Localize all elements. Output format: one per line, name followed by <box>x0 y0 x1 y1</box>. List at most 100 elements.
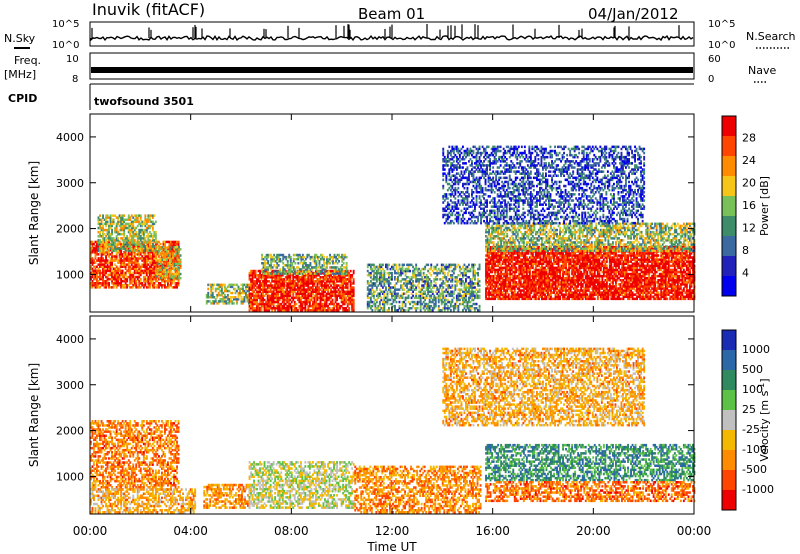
heatmap-cell <box>407 294 410 298</box>
heatmap-cell <box>127 249 130 252</box>
heatmap-cell <box>269 274 272 277</box>
heatmap-cell <box>323 264 325 267</box>
heatmap-cell <box>289 264 292 267</box>
heatmap-cell <box>100 218 103 221</box>
heatmap-cell <box>150 275 153 279</box>
heatmap-cell <box>159 242 162 246</box>
heatmap-cell <box>330 292 332 295</box>
heatmap-cell <box>401 267 404 271</box>
heatmap-cell <box>424 304 427 308</box>
heatmap-cell <box>336 309 338 312</box>
heatmap-cell <box>97 257 100 260</box>
heatmap-cell <box>130 277 133 281</box>
heatmap-cell <box>251 292 254 295</box>
heatmap-cell <box>274 255 277 259</box>
heatmap-cell <box>341 253 344 257</box>
heatmap-cell <box>281 288 284 291</box>
heatmap-cell <box>103 279 106 283</box>
heatmap-cell <box>150 241 153 244</box>
heatmap-cell <box>211 285 214 289</box>
heatmap-cell <box>369 284 372 287</box>
heatmap-cell <box>150 255 153 258</box>
heatmap-cell <box>378 278 381 281</box>
heatmap-cell <box>345 272 348 275</box>
heatmap-cell <box>136 277 139 281</box>
heatmap-cell <box>335 260 337 263</box>
heatmap-cell <box>220 287 223 291</box>
heatmap-cell <box>260 288 263 291</box>
freq-tick-top: 10 <box>66 54 79 65</box>
heatmap-cell <box>419 288 422 291</box>
heatmap-cell <box>161 270 164 274</box>
heatmap-cell <box>102 244 104 248</box>
heatmap-cell <box>248 283 250 287</box>
heatmap-cell <box>337 302 340 306</box>
heatmap-cell <box>102 263 104 266</box>
heatmap-cell <box>351 286 354 289</box>
heatmap-cell <box>280 302 283 306</box>
heatmap-cell <box>427 269 430 273</box>
heatmap-cell <box>262 270 265 273</box>
heatmap-cell <box>342 272 345 275</box>
heatmap-cell <box>427 288 430 291</box>
heatmap-cell <box>378 309 381 312</box>
heatmap-cell <box>210 287 213 291</box>
heatmap-cell <box>392 286 395 289</box>
heatmap-cell <box>351 292 354 295</box>
heatmap-cell <box>349 292 352 295</box>
heatmap-cell <box>284 302 287 306</box>
heatmap-cell <box>419 271 422 275</box>
heatmap-cell <box>315 262 318 265</box>
heatmap-cell <box>139 249 142 252</box>
heatmap-cell <box>108 282 110 285</box>
heatmap-cell <box>349 274 352 277</box>
heatmap-cell <box>145 277 148 281</box>
heatmap-cell <box>164 248 167 251</box>
heatmap-cell <box>117 220 120 224</box>
heatmap-cell <box>251 294 254 298</box>
heatmap-cell <box>126 247 129 250</box>
heatmap-cell <box>126 255 129 258</box>
heatmap-cell <box>318 302 320 306</box>
heatmap-cell <box>428 282 431 285</box>
heatmap-cell <box>342 276 345 279</box>
heatmap-cell <box>90 265 92 268</box>
heatmap-cell <box>265 253 268 257</box>
heatmap-cell <box>352 300 355 304</box>
heatmap-cell <box>142 239 145 242</box>
heatmap-cell <box>111 241 113 244</box>
heatmap-cell <box>127 243 130 246</box>
heatmap-cell <box>398 267 401 271</box>
heatmap-cell <box>256 307 258 310</box>
heatmap-cell <box>302 282 305 285</box>
heatmap-cell <box>111 286 113 289</box>
heatmap-cell <box>352 280 355 283</box>
heatmap-cell <box>151 269 154 273</box>
heatmap-cell <box>178 274 180 278</box>
heatmap-cell <box>395 278 398 281</box>
heatmap-cell <box>421 286 424 289</box>
heatmap-cell <box>268 280 271 283</box>
heatmap-cell <box>433 267 436 271</box>
heatmap-cell <box>117 277 120 281</box>
heatmap-cell <box>93 271 95 275</box>
heatmap-cell <box>319 284 322 287</box>
heatmap-cell <box>161 246 164 249</box>
heatmap-cell <box>292 274 295 277</box>
heatmap-cell <box>158 260 161 263</box>
heatmap-cell <box>144 224 147 228</box>
heatmap-cell <box>324 290 326 293</box>
heatmap-cell <box>330 290 332 293</box>
heatmap-cell <box>401 294 404 298</box>
heatmap-cell <box>222 298 225 301</box>
heatmap-cell <box>442 286 445 289</box>
heatmap-cell <box>283 255 286 259</box>
heatmap-cell <box>99 277 101 281</box>
heatmap-cell <box>105 220 107 224</box>
heatmap-cell <box>383 282 386 285</box>
heatmap-cell <box>178 248 180 251</box>
heatmap-cell <box>315 304 317 308</box>
heatmap-cell <box>296 274 299 277</box>
heatmap-cell <box>308 278 311 281</box>
heatmap-cell <box>129 277 132 281</box>
